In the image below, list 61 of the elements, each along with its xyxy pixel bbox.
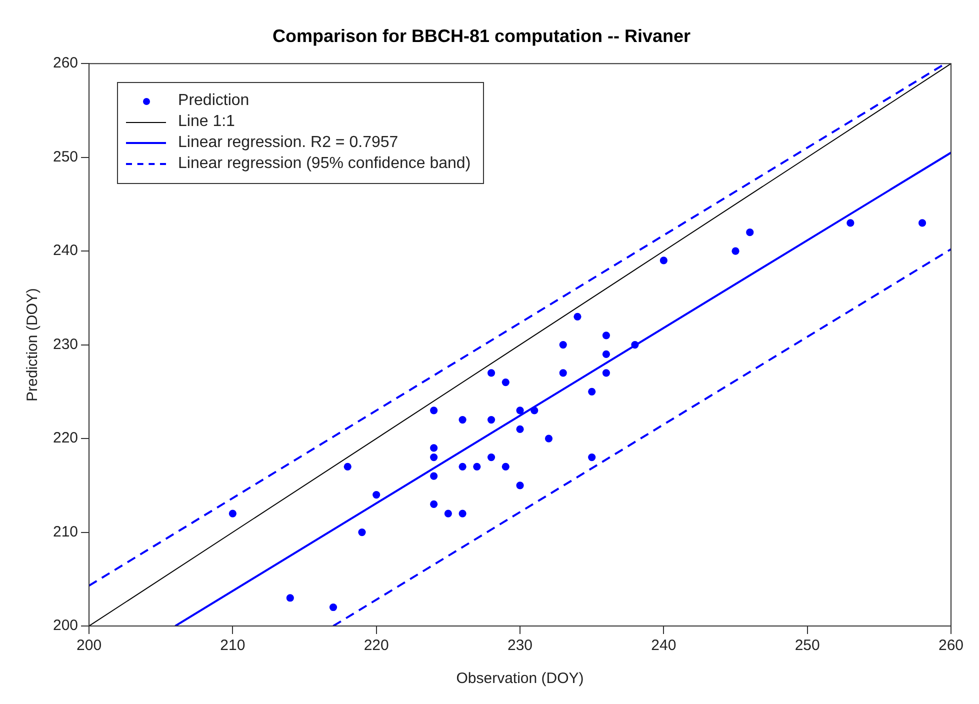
point [286,594,294,602]
point [344,462,352,470]
y-tick-label: 200 [52,617,78,634]
point [502,462,510,470]
legend-label: Linear regression (95% confidence band) [178,155,471,174]
point [358,528,366,536]
x-tick-label: 250 [794,637,820,654]
point [660,256,668,264]
chart-title: Comparison for BBCH-81 computation -- Rivaner [272,26,691,46]
point [502,378,510,386]
point [516,406,524,414]
x-tick-label: 240 [651,637,676,654]
point [444,510,452,518]
point [487,369,496,377]
point [631,341,639,349]
point [430,406,438,414]
y-tick-label: 260 [52,54,78,72]
point [559,341,567,349]
point [588,388,596,396]
x-tick-label: 210 [220,637,246,654]
y-tick-label: 230 [52,336,78,353]
point [530,406,538,414]
point [602,332,610,340]
point [732,247,740,255]
point [544,434,553,442]
point [602,350,610,358]
point [228,510,236,518]
point [458,510,466,518]
point [574,312,582,320]
x-tick-label: 230 [508,637,533,654]
point [458,462,466,470]
x-tick-label: 220 [364,637,389,654]
y-tick-label: 240 [52,242,78,260]
point [487,416,496,424]
y-tick-label: 250 [52,148,78,166]
x-tick-label: 260 [938,637,964,654]
legend-label: Prediction [178,92,250,110]
x-tick-label: 200 [76,637,102,654]
point [516,425,524,433]
point [329,603,338,612]
point [458,416,466,424]
point [559,369,567,377]
point [430,453,438,462]
point [846,219,854,227]
y-tick-label: 220 [52,430,78,447]
point [746,228,754,236]
x-axis-title: Observation (DOY) [456,670,584,688]
point [516,482,524,490]
point [430,472,438,480]
y-tick-label: 210 [52,523,78,540]
point [372,490,380,499]
point [918,219,926,227]
point [588,453,596,462]
legend-label: Line 1:1 [178,113,235,132]
point [602,369,610,377]
y-axis-title: Prediction (DOY) [24,288,42,402]
point [487,453,496,462]
point [473,462,481,470]
point [430,500,438,508]
legend-label: Linear regression. R2 = 0.7957 [178,134,398,152]
point [430,444,438,452]
